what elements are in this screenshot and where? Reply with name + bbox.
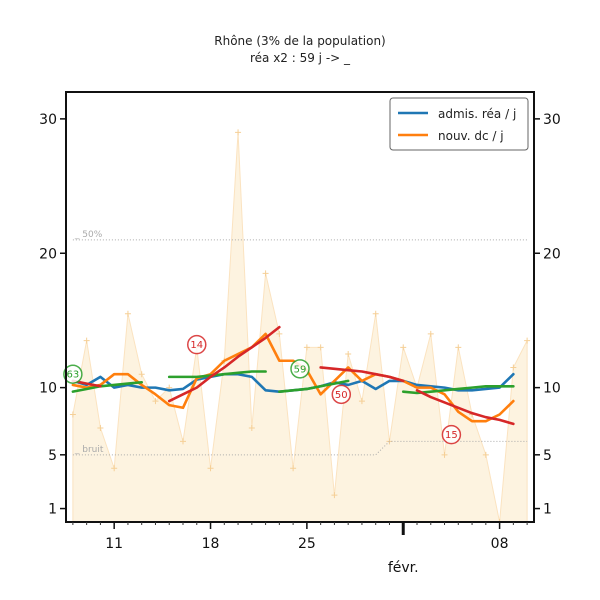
annotation-marker-3 [331, 384, 352, 405]
background-point [262, 270, 269, 277]
series-line-3 [71, 325, 515, 426]
ref-line-label-0: _ 50% [74, 230, 103, 240]
plot-frame [65, 91, 535, 523]
chart-subtitle: réa x2 : 59 j -> _ [250, 51, 351, 65]
background-point [111, 465, 118, 472]
y-tick-label-left-2: 10 [39, 381, 57, 397]
background-point [482, 451, 489, 458]
background-point [69, 411, 76, 418]
y-tick-label-right-3: 20 [543, 246, 561, 262]
chart-title: Rhône (3% de la population) [214, 34, 385, 48]
background-point [207, 465, 214, 472]
background-point [83, 337, 90, 344]
background-point [524, 337, 531, 344]
annotation-label-2: 59 [294, 364, 307, 375]
y-tick-label-left-3: 20 [39, 246, 57, 262]
plot-background [66, 92, 534, 525]
y-tick-label-left-0: 1 [48, 502, 57, 518]
background-point [317, 344, 324, 351]
background-point [345, 351, 352, 358]
y-tick-label-right-0: 1 [543, 502, 552, 518]
y-tick-label-right-4: 30 [543, 112, 561, 128]
background-point [331, 492, 338, 499]
background-point [372, 310, 379, 317]
background-point [400, 344, 407, 351]
annotation-label-4: 15 [445, 430, 458, 441]
y-tick-label-left-4: 30 [39, 112, 57, 128]
background-point [427, 330, 434, 337]
annotation-label-1: 14 [190, 340, 203, 351]
annotation-marker-1 [187, 334, 207, 355]
background-point [290, 465, 297, 472]
background-point [303, 344, 310, 351]
x-tick-label-3: 08 [491, 536, 509, 552]
x-tick-label-1: 18 [202, 536, 220, 552]
background-point [441, 451, 448, 458]
series-line-1 [71, 332, 515, 423]
background-point [276, 330, 283, 337]
annotation-marker-2 [290, 359, 310, 379]
background-point [248, 424, 255, 431]
x-tick-label-0: 11 [105, 536, 123, 552]
legend-label-admis-rea: admis. réa / j [438, 107, 516, 121]
annotations: 63 14 59 50 15 [63, 334, 462, 445]
background-point [124, 310, 131, 317]
legend: admis. réa / j nouv. dc / j [389, 97, 529, 151]
x-tick-label-2: 25 [298, 536, 316, 552]
annotation-marker-4 [441, 424, 462, 445]
background-point [152, 398, 159, 405]
annotation-marker-0 [63, 364, 83, 384]
annotation-label-0: 63 [67, 370, 80, 381]
legend-box [389, 97, 529, 151]
background-point [138, 371, 145, 378]
background-point [180, 438, 186, 445]
background-point [455, 344, 462, 351]
legend-label-nouv-dc: nouv. dc / j [438, 129, 504, 143]
y-tick-label-left-1: 5 [48, 448, 57, 464]
y-tick-label-right-2: 10 [543, 381, 561, 397]
y-tick-label-right-1: 5 [543, 448, 552, 464]
background-point [510, 364, 517, 371]
background-point [358, 398, 365, 405]
background-point [97, 424, 104, 431]
annotation-label-3: 50 [335, 390, 348, 401]
series-layer [71, 325, 515, 426]
x-month-label: févr. [388, 560, 419, 576]
background-point [235, 129, 242, 136]
ref-line-label-1: _ bruit [74, 445, 104, 455]
series-line-2 [71, 370, 515, 395]
